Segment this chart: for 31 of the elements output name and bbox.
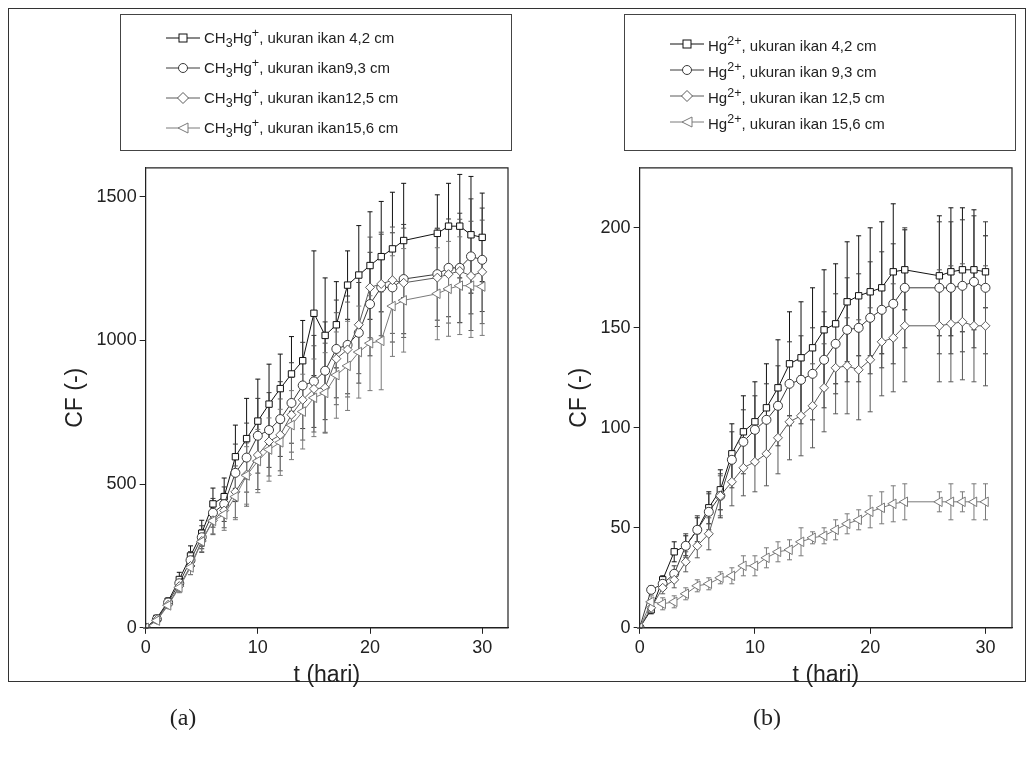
legend-label: Hg$^{2+}$, ukuran ikan 4,2 cm bbox=[708, 33, 877, 54]
y-tick-label: 1500 bbox=[96, 185, 137, 206]
y-tick-label: 200 bbox=[600, 216, 631, 237]
legend-label: CH$_{3}$Hg$^{+}$, ukuran ikan15,6 cm bbox=[204, 115, 399, 140]
legend-label: CH$_{3}$Hg$^{+}$, ukuran ikan 4,2 cm bbox=[204, 25, 395, 50]
x-tick-label: 0 bbox=[140, 636, 151, 657]
legend-label: CH$_{3}$Hg$^{+}$, ukuran ikan12,5 cm bbox=[204, 85, 399, 110]
y-axis-title: CF (-) bbox=[565, 367, 592, 428]
x-tick-label: 30 bbox=[975, 636, 996, 657]
x-tick-label: 20 bbox=[360, 636, 381, 657]
text: (b) bbox=[752, 704, 782, 731]
y-axis-title: CF (-) bbox=[61, 367, 88, 428]
y-tick-label: 0 bbox=[620, 616, 631, 637]
legend-label: Hg$^{2+}$, ukuran ikan 9,3 cm bbox=[708, 59, 877, 80]
legend-label: Hg$^{2+}$, ukuran ikan 12,5 cm bbox=[708, 85, 885, 106]
y-tick-label: 100 bbox=[600, 416, 631, 437]
y-tick-label: 500 bbox=[106, 473, 137, 494]
y-tick-label: 50 bbox=[610, 516, 631, 537]
x-tick-label: 0 bbox=[634, 636, 645, 657]
x-axis-title: t (hari) bbox=[293, 660, 361, 687]
x-tick-label: 30 bbox=[472, 636, 493, 657]
text: (a) bbox=[168, 704, 198, 731]
x-tick-label: 10 bbox=[744, 636, 765, 657]
legend-label: CH$_{3}$Hg$^{+}$, ukuran ikan9,3 cm bbox=[204, 55, 391, 80]
y-tick-label: 1000 bbox=[96, 329, 137, 350]
y-tick-label: 0 bbox=[126, 616, 137, 637]
y-tick-label: 150 bbox=[600, 316, 631, 337]
x-tick-label: 10 bbox=[247, 636, 268, 657]
x-axis-title: t (hari) bbox=[792, 660, 860, 687]
x-tick-label: 20 bbox=[860, 636, 881, 657]
legend-label: Hg$^{2+}$, ukuran ikan 15,6 cm bbox=[708, 111, 885, 132]
